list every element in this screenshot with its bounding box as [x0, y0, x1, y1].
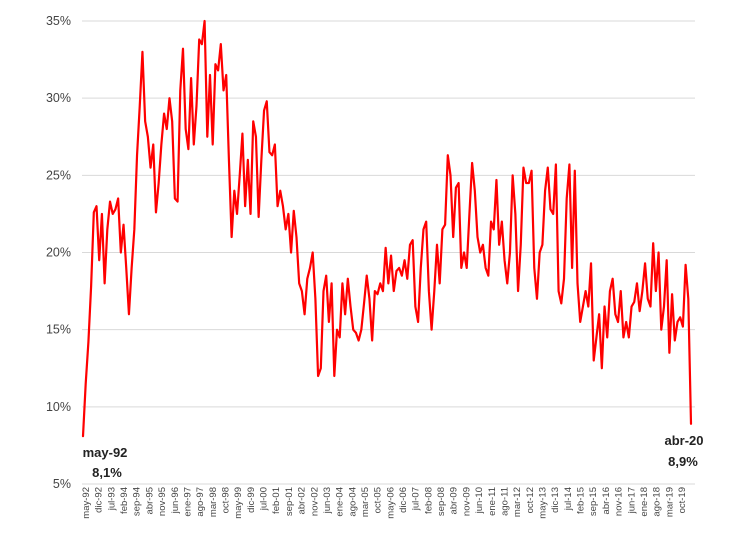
x-tick-label: feb-08 — [423, 487, 434, 514]
x-tick-label: dic-13 — [550, 487, 561, 513]
x-tick-label: sep-08 — [436, 487, 447, 516]
x-tick-label: ago-18 — [652, 487, 663, 517]
gridlines — [82, 20, 695, 485]
end-annotation-label: abr-20 — [664, 433, 703, 448]
x-tick-label: may-06 — [385, 487, 396, 519]
y-tick-label: 35% — [46, 14, 71, 28]
x-tick-label: sep-94 — [132, 487, 143, 516]
x-tick-label: nov-95 — [157, 487, 168, 516]
x-tick-label: nov-09 — [461, 487, 472, 516]
x-tick-label: mar-19 — [664, 487, 675, 517]
x-tick-label: ene-18 — [639, 487, 650, 517]
x-tick-label: nov-02 — [309, 487, 320, 516]
x-tick-label: ene-11 — [487, 487, 498, 516]
x-tick-label: feb-94 — [119, 487, 130, 514]
start-annotation-label: may-92 — [83, 445, 128, 460]
x-tick-label: may-13 — [538, 487, 549, 519]
x-axis-tick-labels: may-92 dic-92 jul-93 feb-94 sep-94 abr-95 nov-… — [81, 487, 688, 519]
y-tick-label: 25% — [46, 168, 71, 182]
y-tick-label: 5% — [53, 477, 71, 491]
x-tick-label: oct-12 — [525, 487, 536, 513]
x-tick-label: dic-99 — [246, 487, 257, 513]
x-tick-label: jun-96 — [170, 487, 181, 514]
x-tick-label: may-99 — [233, 487, 244, 519]
end-annotation-value: 8,9% — [668, 454, 698, 469]
x-tick-label: ene-97 — [182, 487, 193, 517]
x-tick-label: dic-92 — [94, 487, 105, 513]
x-tick-label: mar-05 — [360, 487, 371, 517]
x-tick-label: oct-19 — [677, 487, 688, 513]
x-tick-label: jul-14 — [563, 487, 574, 511]
series-layer — [81, 19, 693, 438]
x-tick-label: abr-16 — [601, 487, 612, 514]
start-annotation-value: 8,1% — [92, 465, 122, 480]
x-tick-label: sep-15 — [588, 487, 599, 516]
series-line — [81, 19, 693, 438]
x-tick-label: jun-17 — [626, 487, 637, 514]
x-tick-label: sep-01 — [284, 487, 295, 516]
x-tick-label: jun-10 — [474, 487, 485, 514]
x-tick-label: abr-09 — [449, 487, 460, 514]
y-axis-tick-labels: 5% 10% 15% 20% 25% 30% 35% — [46, 14, 71, 491]
y-tick-label: 30% — [46, 91, 71, 105]
x-tick-label: oct-05 — [373, 487, 384, 513]
x-tick-label: jul-00 — [259, 487, 270, 511]
x-tick-label: nov-16 — [614, 487, 625, 516]
x-tick-label: ago-97 — [195, 487, 206, 517]
x-tick-label: feb-01 — [271, 487, 282, 514]
x-tick-label: mar-12 — [512, 487, 523, 517]
x-tick-label: jun-03 — [322, 487, 333, 514]
x-tick-label: abr-02 — [297, 487, 308, 514]
y-tick-label: 10% — [46, 400, 71, 414]
x-tick-label: ago-11 — [499, 487, 510, 516]
x-tick-label: abr-95 — [144, 487, 155, 514]
x-tick-label: ene-04 — [335, 487, 346, 517]
x-tick-label: jul-93 — [106, 487, 117, 511]
y-tick-label: 15% — [46, 323, 71, 337]
x-tick-label: may-92 — [81, 487, 92, 519]
x-tick-label: jul-07 — [411, 487, 422, 511]
x-tick-label: mar-98 — [208, 487, 219, 517]
x-tick-label: oct-98 — [220, 487, 231, 513]
y-tick-label: 20% — [46, 246, 71, 260]
x-tick-label: ago-04 — [347, 487, 358, 517]
annotations: may-92 8,1% abr-20 8,9% — [83, 433, 704, 480]
x-tick-label: dic-06 — [398, 487, 409, 513]
x-tick-label: feb-15 — [576, 487, 587, 514]
